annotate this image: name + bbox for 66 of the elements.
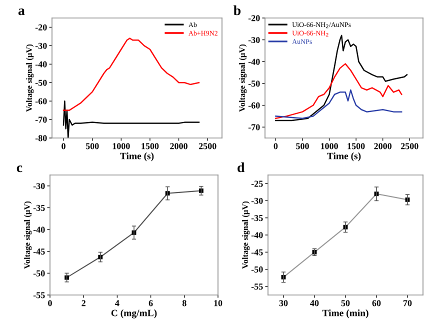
y-tick-label: -35 [251, 215, 263, 222]
line-series [275, 63, 402, 119]
x-tick-label: 6 [148, 300, 153, 306]
line-series [275, 34, 408, 122]
x-tick-label: 1000 [112, 143, 130, 150]
x-tick-label: 30 [279, 300, 288, 306]
y-axis-title: Voltage signal (μV) [242, 201, 250, 269]
y-tick-label: -50 [248, 80, 260, 87]
y-tick-label: -60 [35, 98, 47, 104]
y-tick-label: -60 [248, 102, 260, 108]
line-series [62, 100, 200, 138]
y-axis-title: Voltage signal (μV) [239, 44, 247, 112]
y-tick-label: -70 [35, 116, 47, 123]
y-tick-label: -30 [35, 42, 47, 49]
x-tick-label: 1000 [320, 143, 338, 150]
x-tick-label: 4 [115, 300, 120, 306]
x-tick-label: 500 [296, 143, 309, 150]
x-tick-label: 2 [82, 300, 86, 306]
line-series [275, 89, 402, 119]
y-tick-label: -50 [33, 270, 45, 276]
y-tick-label: -50 [251, 266, 263, 273]
x-axis-title: C (mg/mL) [111, 309, 157, 318]
x-axis-title: Time (min) [322, 309, 368, 318]
y-tick-label: -30 [248, 36, 260, 44]
x-tick-label: 0 [62, 143, 66, 150]
chart-title: d [238, 162, 245, 172]
y-tick-label: -45 [251, 249, 263, 256]
x-tick-label: 2500 [400, 143, 418, 150]
x-tick-label: 2000 [374, 143, 392, 150]
y-tick-label: -40 [251, 232, 263, 238]
chart-title: b [234, 5, 241, 16]
y-tick-label: -20 [35, 24, 47, 30]
x-tick-label: 1500 [142, 143, 159, 150]
x-tick-label: 0 [274, 143, 278, 150]
chart-title: a [18, 8, 25, 16]
x-tick-label: 500 [86, 143, 99, 150]
y-axis-title: Voltage signal (μV) [26, 44, 34, 112]
y-tick-label: -55 [251, 284, 263, 290]
x-tick-label: 70 [404, 300, 412, 306]
chart-title: c [16, 165, 22, 172]
line-series [62, 38, 200, 111]
x-axis-title: Time (s) [327, 152, 361, 162]
y-tick-label: -40 [35, 61, 47, 68]
x-tick-label: 10 [214, 300, 222, 306]
y-tick-label: -20 [248, 15, 260, 22]
y-tick-label: -40 [248, 58, 260, 65]
y-tick-label: -30 [251, 198, 263, 204]
y-tick-label: -45 [33, 248, 45, 255]
x-tick-label: 2000 [170, 143, 188, 150]
x-tick-label: 60 [372, 300, 381, 306]
x-tick-label: 1500 [348, 143, 365, 150]
y-tick-label: -40 [33, 226, 45, 233]
y-tick-label: -80 [35, 135, 47, 142]
y-axis-title: Voltage signal (μV) [24, 201, 32, 269]
y-tick-label: -55 [33, 292, 45, 298]
x-tick-label: 2500 [198, 143, 216, 150]
x-tick-label: 8 [182, 300, 186, 306]
y-tick-label: -25 [251, 180, 263, 187]
x-axis-title: Time (s) [120, 152, 154, 162]
y-tick-label: -30 [33, 183, 45, 190]
y-tick-label: -35 [33, 204, 45, 211]
y-tick-label: -70 [248, 124, 260, 130]
x-tick-label: 40 [310, 300, 319, 306]
x-tick-label: 0 [48, 300, 52, 306]
x-tick-label: 50 [341, 300, 350, 306]
y-tick-label: -50 [35, 80, 47, 86]
